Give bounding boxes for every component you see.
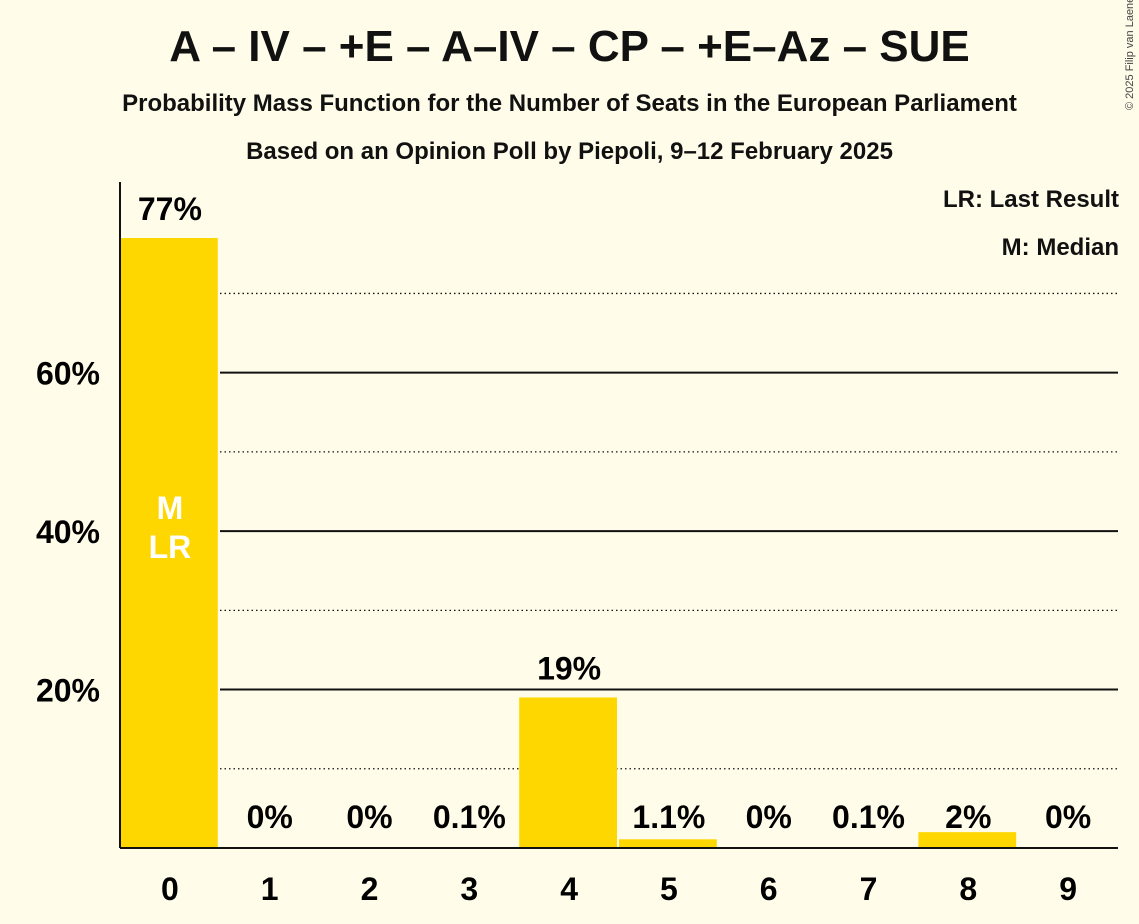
- bar-seat-4: [519, 697, 618, 848]
- chart-source: Based on an Opinion Poll by Piepoli, 9–1…: [246, 138, 893, 165]
- gridlines: [220, 292, 1118, 770]
- bar-seat-5: [619, 839, 717, 848]
- data-label-seat-6: 0%: [746, 799, 792, 835]
- bar-seat-0: [120, 238, 218, 848]
- data-label-seat-5: 1.1%: [632, 799, 705, 835]
- last-result-marker: LR: [149, 529, 192, 565]
- x-tick-label: 4: [560, 871, 578, 907]
- x-tick-label: 1: [261, 871, 279, 907]
- x-tick-label: 2: [361, 871, 379, 907]
- legend-median: M: Median: [1001, 234, 1119, 261]
- median-marker: M: [157, 490, 184, 526]
- data-label-seat-2: 0%: [346, 799, 392, 835]
- labels: 20% 40% 60% 77% 0 0% 1 0% 2 0.1% 3 19% 4 1.1% 5 0% 6 0.1%…: [36, 191, 1091, 907]
- x-tick-label: 9: [1059, 871, 1077, 907]
- y-tick-label: 60%: [36, 356, 100, 392]
- legend-last-result: LR: Last Result: [942, 186, 1119, 213]
- data-label-seat-4: 19%: [537, 650, 601, 686]
- x-tick-label: 5: [660, 871, 678, 907]
- data-label-seat-9: 0%: [1045, 799, 1091, 835]
- chart-subtitle: Probability Mass Function for the Number…: [122, 90, 1017, 117]
- data-label-seat-0: 77%: [138, 191, 202, 227]
- x-tick-label: 6: [760, 871, 778, 907]
- y-tick-label: 40%: [36, 514, 100, 550]
- bar-seat-8: [918, 832, 1017, 848]
- data-label-seat-8: 2%: [945, 799, 991, 835]
- x-tick-label: 3: [460, 871, 478, 907]
- bars: [120, 238, 1017, 848]
- data-label-seat-7: 0.1%: [832, 799, 905, 835]
- x-tick-label: 7: [860, 871, 878, 907]
- data-label-seat-3: 0.1%: [433, 799, 506, 835]
- chart-title: A – IV – +E – A–IV – CP – +E–Az – SUE: [169, 22, 970, 71]
- axes: [119, 182, 1118, 849]
- data-label-seat-1: 0%: [247, 799, 293, 835]
- x-tick-label: 0: [161, 871, 179, 907]
- x-tick-label: 8: [959, 871, 977, 907]
- y-tick-label: 20%: [36, 673, 100, 709]
